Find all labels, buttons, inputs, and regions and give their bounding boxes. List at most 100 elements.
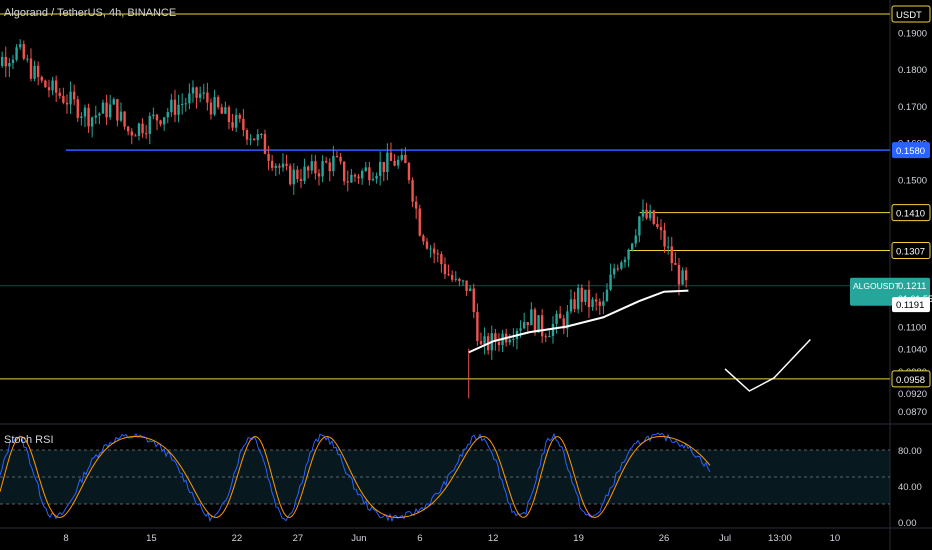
- candle-body: [278, 165, 281, 168]
- candle-body: [98, 113, 101, 116]
- candle-body: [436, 253, 439, 255]
- candle-body: [11, 59, 15, 64]
- chart-title: Algorand / TetherUS, 4h, BINANCE: [4, 7, 177, 19]
- candle-body: [620, 262, 623, 269]
- candle-body: [468, 288, 472, 291]
- candle-body: [512, 338, 515, 340]
- candle-body: [69, 91, 72, 105]
- candle-body: [166, 112, 169, 118]
- candle-body: [231, 122, 234, 128]
- candle-body: [519, 328, 522, 331]
- candle-body: [612, 268, 616, 275]
- candle-body: [40, 76, 43, 81]
- candle-body: [663, 230, 666, 247]
- candle-body: [26, 58, 29, 60]
- candle-body: [87, 107, 90, 127]
- time-tick-label: 26: [659, 533, 670, 544]
- level-price-label: 0.1410: [896, 209, 925, 220]
- candle-body: [18, 44, 22, 48]
- candle-body: [112, 99, 115, 105]
- candle-body: [623, 259, 627, 263]
- candle-body: [353, 174, 357, 177]
- candle-body: [0, 56, 4, 66]
- candle-body: [306, 166, 310, 171]
- stoch-tick-label: 80.00: [898, 446, 922, 457]
- candle-body: [447, 274, 450, 276]
- candle-body: [342, 161, 346, 182]
- candle-body: [458, 278, 461, 282]
- candle-body: [364, 167, 367, 171]
- time-tick-label: Jul: [719, 533, 731, 544]
- time-tick-label: 13:00: [768, 533, 792, 544]
- candle-body: [116, 99, 119, 121]
- candle-body: [155, 114, 159, 121]
- candle-body: [90, 117, 94, 127]
- candle-body: [645, 209, 648, 219]
- candle-body: [418, 208, 421, 236]
- candle-body: [263, 134, 267, 154]
- candle-body: [393, 160, 396, 166]
- time-tick-label: 15: [146, 533, 157, 544]
- time-tick-label: 10: [830, 533, 841, 544]
- candle-body: [54, 80, 58, 93]
- candle-body: [407, 163, 411, 181]
- candle-body: [134, 135, 137, 137]
- candle-body: [497, 341, 501, 346]
- candle-body: [227, 107, 231, 123]
- candle-body: [432, 248, 436, 254]
- candle-body: [159, 120, 162, 125]
- candle-body: [425, 241, 429, 249]
- candle-body: [62, 95, 65, 103]
- candle-body: [429, 248, 432, 250]
- time-tick-label: 22: [232, 533, 243, 544]
- candle-body: [238, 114, 241, 119]
- candle-body: [616, 268, 619, 270]
- candle-body: [656, 223, 659, 228]
- candle-body: [605, 289, 609, 302]
- candle-body: [400, 154, 403, 160]
- candle-body: [33, 65, 36, 79]
- candle-body: [83, 107, 87, 117]
- candle-body: [540, 315, 544, 337]
- stoch-rsi-label: Stoch RSI: [4, 434, 54, 446]
- candle-body: [630, 243, 634, 250]
- candle-body: [648, 210, 652, 219]
- candle-body: [562, 318, 565, 329]
- candle-body: [677, 264, 681, 285]
- candle-body: [684, 270, 688, 281]
- candle-body: [652, 210, 655, 224]
- candle-body: [666, 246, 670, 248]
- candle-body: [29, 58, 33, 79]
- candle-body: [36, 65, 40, 77]
- candle-body: [494, 333, 497, 342]
- price-tick-label: 0.1500: [898, 175, 927, 186]
- candle-body: [350, 174, 353, 183]
- candle-body: [252, 138, 256, 141]
- candle-body: [522, 322, 526, 329]
- candle-body: [558, 313, 562, 319]
- candle-body: [245, 130, 249, 140]
- candle-body: [681, 270, 684, 285]
- candle-body: [299, 178, 303, 182]
- level-price-label: 0.0958: [896, 375, 925, 386]
- stoch-d-line: [0, 436, 711, 519]
- candle-body: [144, 133, 148, 135]
- candle-body: [548, 335, 551, 337]
- price-tick-label: 0.0920: [898, 389, 927, 400]
- candle-body: [314, 161, 317, 174]
- candle-body: [274, 165, 277, 168]
- candle-body: [584, 289, 587, 302]
- candle-body: [378, 161, 382, 176]
- candle-body: [65, 102, 69, 105]
- candle-body: [58, 92, 61, 96]
- time-tick-label: 8: [63, 533, 68, 544]
- candle-body: [591, 299, 594, 308]
- currency-label: USDT: [896, 10, 922, 21]
- candle-body: [4, 56, 7, 67]
- candle-body: [173, 99, 177, 115]
- candle-body: [141, 123, 144, 134]
- candle-body: [443, 264, 447, 275]
- candle-body: [440, 254, 443, 265]
- candle-body: [533, 309, 537, 333]
